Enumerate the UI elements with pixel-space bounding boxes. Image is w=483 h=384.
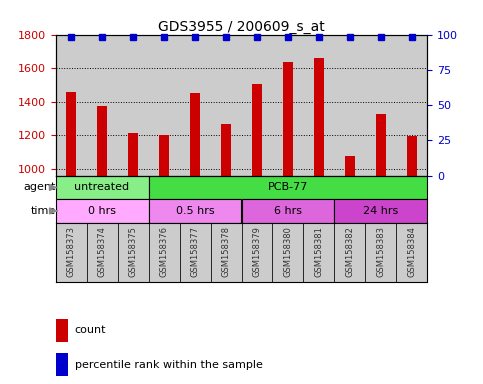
- Text: GSM158379: GSM158379: [253, 226, 261, 276]
- Bar: [190, 93, 200, 176]
- Text: percentile rank within the sample: percentile rank within the sample: [75, 360, 263, 370]
- Bar: [128, 133, 139, 176]
- Bar: [149, 176, 427, 199]
- Text: agent: agent: [23, 182, 56, 192]
- Bar: [366, 223, 397, 282]
- Bar: [221, 124, 231, 176]
- Bar: [303, 223, 334, 282]
- Title: GDS3955 / 200609_s_at: GDS3955 / 200609_s_at: [158, 20, 325, 33]
- Bar: [180, 223, 211, 282]
- Text: count: count: [75, 325, 106, 335]
- Text: 24 hrs: 24 hrs: [363, 206, 398, 216]
- Text: GSM158375: GSM158375: [128, 226, 138, 276]
- Bar: [211, 223, 242, 282]
- Text: GSM158374: GSM158374: [98, 226, 107, 276]
- Text: 0 hrs: 0 hrs: [88, 206, 116, 216]
- Text: GSM158373: GSM158373: [67, 226, 75, 277]
- Bar: [344, 156, 355, 176]
- Text: time: time: [30, 206, 56, 216]
- Bar: [283, 62, 293, 176]
- Bar: [407, 136, 417, 176]
- Bar: [334, 199, 427, 223]
- Bar: [376, 114, 386, 176]
- Text: GSM158378: GSM158378: [222, 226, 230, 277]
- Text: GSM158377: GSM158377: [190, 226, 199, 277]
- Bar: [397, 223, 427, 282]
- Text: PCB-77: PCB-77: [268, 182, 308, 192]
- Bar: [117, 223, 149, 282]
- Bar: [334, 223, 366, 282]
- Text: GSM158382: GSM158382: [345, 226, 355, 276]
- Text: GSM158383: GSM158383: [376, 226, 385, 277]
- Bar: [97, 106, 107, 176]
- Text: GSM158384: GSM158384: [408, 226, 416, 276]
- Text: GSM158380: GSM158380: [284, 226, 293, 276]
- Bar: [149, 199, 242, 223]
- Bar: [66, 92, 76, 176]
- Bar: [56, 176, 149, 199]
- Text: untreated: untreated: [74, 182, 129, 192]
- Bar: [86, 223, 117, 282]
- Bar: [242, 223, 272, 282]
- Bar: [313, 58, 325, 176]
- Bar: [158, 134, 170, 176]
- Text: GSM158376: GSM158376: [159, 226, 169, 277]
- Bar: [252, 84, 262, 176]
- Text: 6 hrs: 6 hrs: [274, 206, 302, 216]
- Bar: [242, 199, 334, 223]
- Text: GSM158381: GSM158381: [314, 226, 324, 276]
- Bar: [272, 223, 303, 282]
- Text: 0.5 hrs: 0.5 hrs: [176, 206, 214, 216]
- Bar: [56, 223, 86, 282]
- Bar: [56, 199, 149, 223]
- Bar: [149, 223, 180, 282]
